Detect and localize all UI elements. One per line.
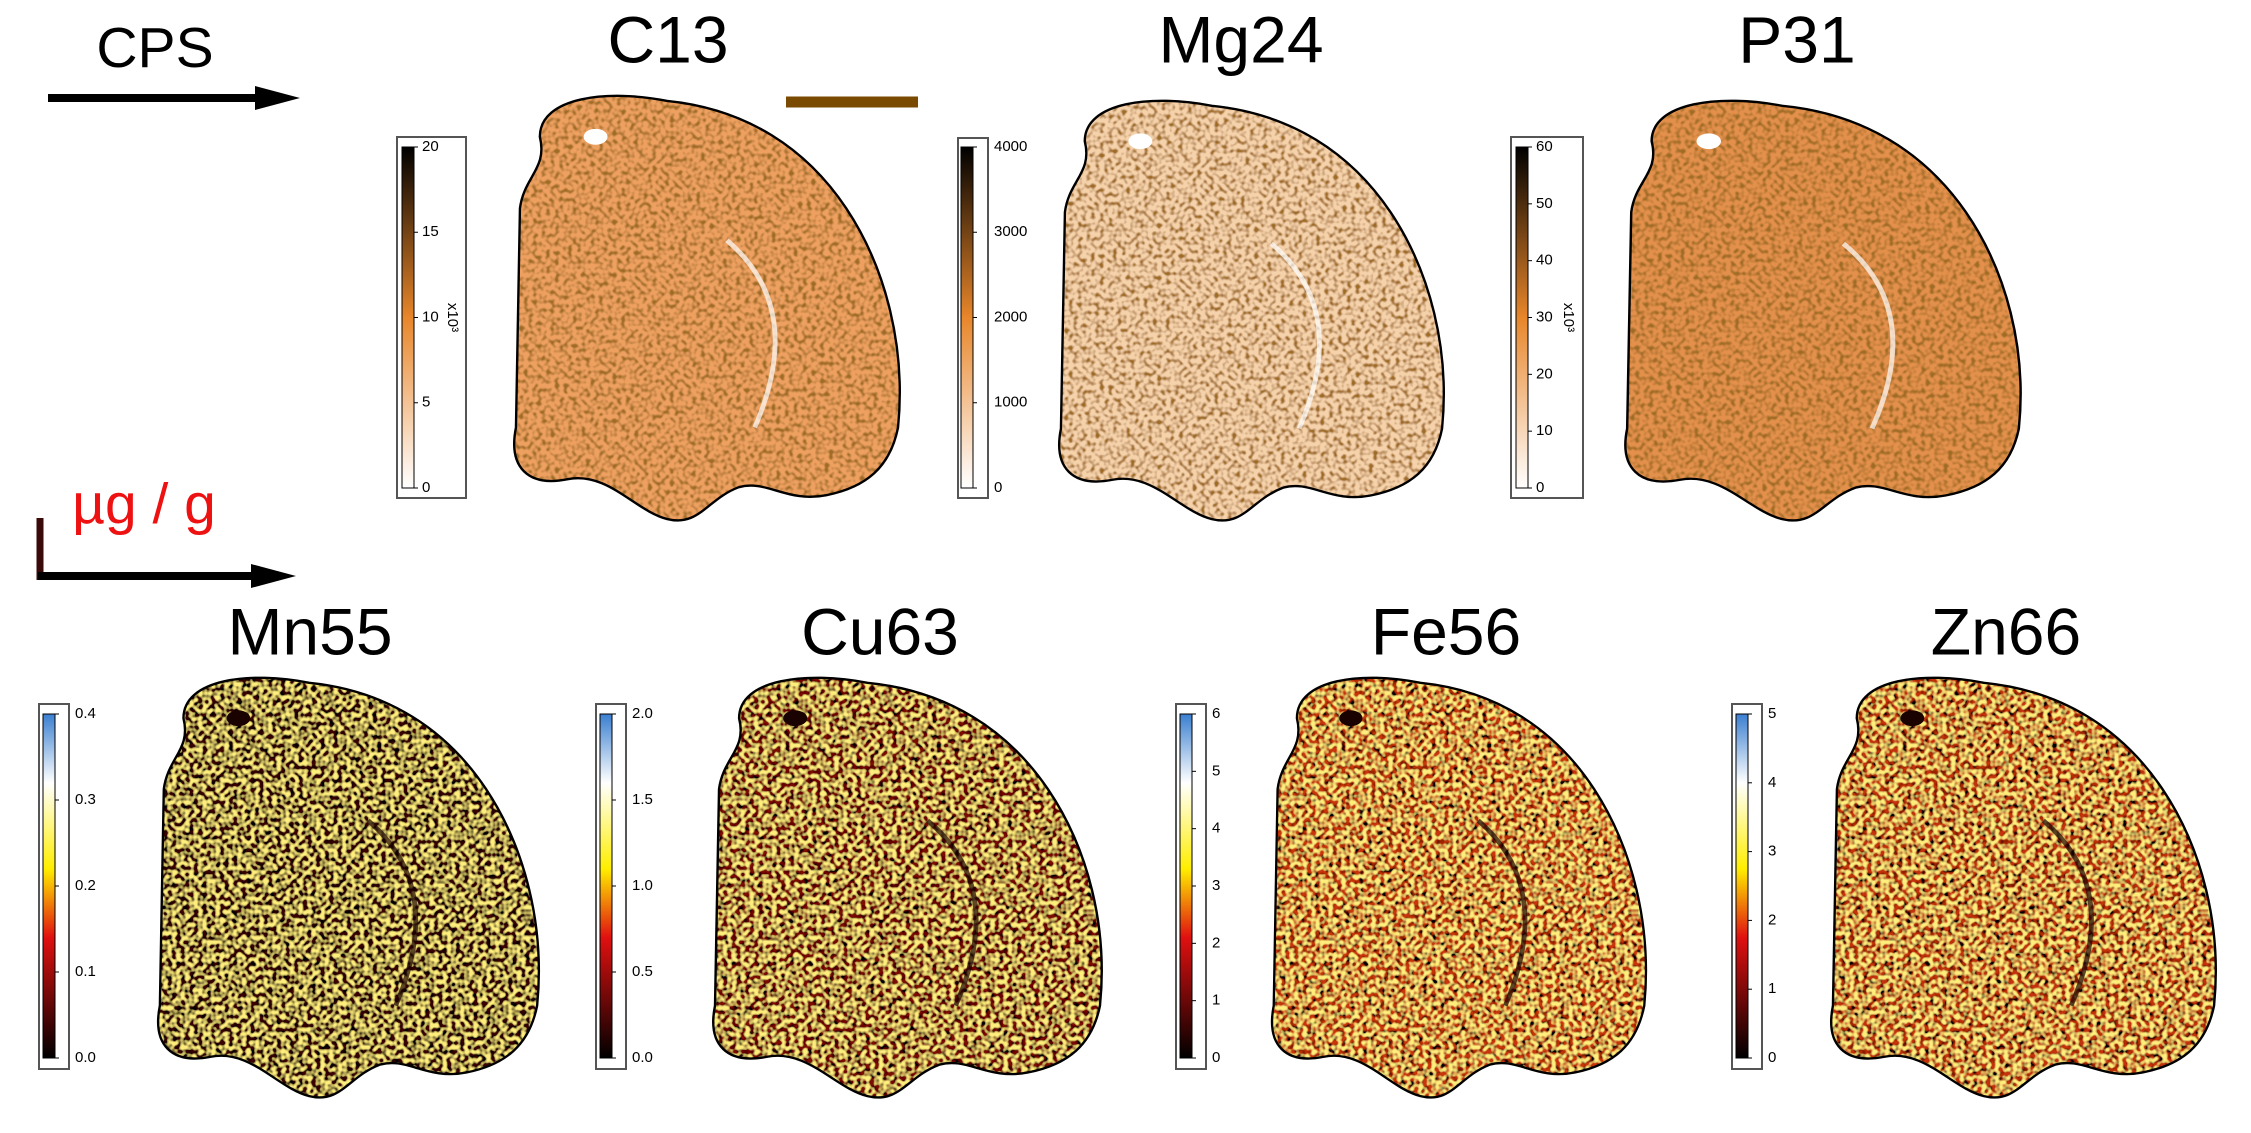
colorbar-tick-label: 2000 xyxy=(994,308,1027,325)
colorbar-tick-label: 60 xyxy=(1536,138,1553,155)
colorbar xyxy=(599,713,613,1059)
colorbar-tick-label: 4 xyxy=(1768,774,1776,791)
ventricle xyxy=(783,710,808,727)
colorbar-tick-label: 0.0 xyxy=(75,1049,96,1066)
tissue-map xyxy=(1270,675,1648,1100)
colorbar-tick-label: 40 xyxy=(1536,252,1553,269)
fiber-tract xyxy=(725,238,778,429)
ventricle xyxy=(583,128,608,145)
panel-title: P31 xyxy=(1738,2,1855,76)
tissue-fill xyxy=(1272,677,1646,1098)
colorbar-tick-label: 4000 xyxy=(994,138,1027,155)
colorbar-tick-label: 1.5 xyxy=(632,791,653,808)
colorbar-tick-label: 0.0 xyxy=(632,1049,653,1066)
tissue-map xyxy=(713,678,1101,1098)
fiber-tract xyxy=(1841,241,1896,430)
panel-title: C13 xyxy=(607,2,728,76)
colorbar-tick-label: 0 xyxy=(994,479,1002,496)
fiber-tract xyxy=(1269,241,1322,430)
tissue-map xyxy=(1057,98,1446,523)
colorbar-tick-label: 5 xyxy=(1212,762,1220,779)
colorbar-tick-label: 0.5 xyxy=(632,963,653,980)
tissue-fill xyxy=(1625,100,2021,521)
ventricle xyxy=(1696,133,1721,150)
colorbar-tick-label: 1 xyxy=(1768,980,1776,997)
colorbar-tick-label: 20 xyxy=(422,138,439,155)
tissue-fill xyxy=(1059,100,1444,521)
ventricle xyxy=(1128,133,1153,150)
colorbar-tick-label: 30 xyxy=(1536,308,1553,325)
fiber-tract xyxy=(925,818,979,1007)
colorbar-tick-label: 3000 xyxy=(994,223,1027,240)
tissue-map xyxy=(156,675,541,1100)
unit-label: µg / g xyxy=(72,472,216,536)
ventricle xyxy=(1339,710,1363,727)
colorbar-tick-label: 50 xyxy=(1536,195,1553,212)
ventricle xyxy=(226,710,251,727)
colorbar-tick-label: 5 xyxy=(1768,705,1776,722)
panel-title: Zn66 xyxy=(1931,594,2081,668)
colorbar-tick-label: 0 xyxy=(1768,1049,1776,1066)
colorbar xyxy=(960,146,974,489)
colorbar-tick-label: 0 xyxy=(1536,479,1544,496)
fiber-tract xyxy=(1476,818,1528,1007)
colorbar xyxy=(1515,146,1529,489)
colorbar-tick-label: 2 xyxy=(1212,934,1220,951)
colorbar-tick-label: 10 xyxy=(1536,422,1553,439)
colorbar-tick-label: 15 xyxy=(422,223,439,240)
colorbar-tick-label: 0.4 xyxy=(75,705,96,722)
panel-title: Mg24 xyxy=(1158,2,1323,76)
panel-title: Mn55 xyxy=(227,594,392,668)
colorbar-tick-label: 0 xyxy=(422,479,430,496)
colorbar-tick-label: 1000 xyxy=(994,394,1027,411)
colorbar xyxy=(42,713,56,1059)
colorbar-tick-label: 4 xyxy=(1212,820,1220,837)
colorbar-tick-label: 2.0 xyxy=(632,705,653,722)
tissue-fill xyxy=(713,677,1102,1098)
colorbar-tick-label: 20 xyxy=(1536,365,1553,382)
tissue-fill xyxy=(158,677,539,1098)
colorbar-tick-label: 0.3 xyxy=(75,791,96,808)
colorbar-tick-label: 3 xyxy=(1768,843,1776,860)
panel-title: Cu63 xyxy=(801,594,959,668)
colorbar xyxy=(1735,713,1749,1059)
colorbar-tick-label: 0.2 xyxy=(75,877,96,894)
ventricle xyxy=(1900,710,1925,727)
tissue-map xyxy=(1625,101,2020,521)
colorbar-exponent: x10³ xyxy=(1560,303,1577,332)
panel-title: Fe56 xyxy=(1371,594,1521,668)
colorbar xyxy=(1179,713,1193,1059)
colorbar-exponent: x10³ xyxy=(444,303,461,332)
tissue-fill xyxy=(514,95,900,521)
cps-label: CPS xyxy=(96,16,213,80)
tissue-map xyxy=(512,93,902,523)
colorbar-tick-label: 6 xyxy=(1212,705,1220,722)
colorbar-tick-label: 0 xyxy=(1212,1049,1220,1066)
colorbar-tick-label: 5 xyxy=(422,394,430,411)
colorbar-tick-label: 10 xyxy=(422,308,439,325)
arrow-head xyxy=(251,564,296,588)
fiber-tract xyxy=(2041,818,2094,1007)
colorbar-tick-label: 0.1 xyxy=(75,963,96,980)
tissue-fill xyxy=(1831,677,2216,1098)
fiber-tract xyxy=(366,818,419,1007)
colorbar-tick-label: 1.0 xyxy=(632,877,653,894)
arrow-head xyxy=(255,86,300,110)
colorbar-tick-label: 1 xyxy=(1212,992,1220,1009)
colorbar-tick-label: 3 xyxy=(1212,877,1220,894)
colorbar xyxy=(401,146,415,489)
tissue-map xyxy=(1829,675,2218,1100)
colorbar-tick-label: 2 xyxy=(1768,911,1776,928)
